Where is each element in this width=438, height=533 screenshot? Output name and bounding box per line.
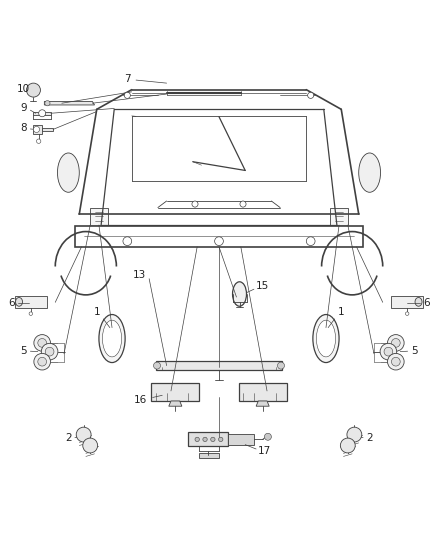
Polygon shape <box>256 401 269 406</box>
Ellipse shape <box>15 297 22 306</box>
Bar <box>228 434 254 445</box>
Text: 7: 7 <box>124 74 131 84</box>
Bar <box>188 432 228 446</box>
Circle shape <box>39 110 46 117</box>
Polygon shape <box>33 111 51 115</box>
Text: 5: 5 <box>20 346 27 356</box>
Text: 1: 1 <box>93 308 100 317</box>
Circle shape <box>34 353 50 370</box>
Circle shape <box>388 353 404 370</box>
Polygon shape <box>42 128 53 131</box>
Text: 13: 13 <box>133 270 146 280</box>
Circle shape <box>26 83 40 97</box>
Circle shape <box>406 312 409 316</box>
Bar <box>155 361 283 370</box>
Circle shape <box>38 338 46 348</box>
Circle shape <box>219 437 223 441</box>
Circle shape <box>392 357 400 366</box>
Circle shape <box>347 427 362 442</box>
Circle shape <box>36 139 41 143</box>
Bar <box>199 454 219 458</box>
Bar <box>239 383 287 401</box>
Ellipse shape <box>313 314 339 362</box>
Text: 10: 10 <box>17 84 30 94</box>
Text: 2: 2 <box>366 433 373 442</box>
Bar <box>151 383 199 401</box>
Circle shape <box>76 427 91 442</box>
Circle shape <box>38 357 46 366</box>
Ellipse shape <box>359 153 381 192</box>
Ellipse shape <box>102 320 122 357</box>
Circle shape <box>195 437 199 441</box>
Text: 15: 15 <box>256 281 269 291</box>
Circle shape <box>307 92 314 99</box>
Text: 8: 8 <box>20 123 27 133</box>
Text: 2: 2 <box>65 433 72 442</box>
Circle shape <box>306 237 315 246</box>
Circle shape <box>265 433 272 440</box>
Circle shape <box>34 335 50 351</box>
Bar <box>75 226 363 247</box>
Text: 9: 9 <box>20 103 27 114</box>
Polygon shape <box>90 207 108 225</box>
Polygon shape <box>33 125 42 134</box>
Circle shape <box>384 348 393 356</box>
Circle shape <box>29 312 32 316</box>
Circle shape <box>215 237 223 246</box>
Text: 5: 5 <box>411 346 418 356</box>
Circle shape <box>83 438 98 453</box>
Text: 16: 16 <box>134 394 147 405</box>
Circle shape <box>278 362 285 369</box>
Polygon shape <box>169 401 182 406</box>
Bar <box>391 296 424 308</box>
Circle shape <box>392 338 400 348</box>
Bar <box>14 296 47 308</box>
Circle shape <box>388 335 404 351</box>
Circle shape <box>211 437 215 441</box>
Polygon shape <box>44 101 95 105</box>
Ellipse shape <box>316 320 336 357</box>
Circle shape <box>41 343 58 360</box>
Text: 6: 6 <box>423 298 430 308</box>
Text: 1: 1 <box>338 308 345 317</box>
Circle shape <box>153 362 160 369</box>
Circle shape <box>45 348 54 356</box>
Ellipse shape <box>415 297 422 306</box>
Circle shape <box>203 437 207 441</box>
Circle shape <box>192 201 198 207</box>
Ellipse shape <box>57 153 79 192</box>
Circle shape <box>33 126 39 133</box>
Circle shape <box>380 343 397 360</box>
Text: 17: 17 <box>258 446 272 456</box>
Circle shape <box>340 438 355 453</box>
Text: 6: 6 <box>8 298 15 308</box>
Ellipse shape <box>99 314 125 362</box>
Ellipse shape <box>233 282 247 306</box>
Polygon shape <box>330 207 348 225</box>
Circle shape <box>45 101 50 106</box>
Circle shape <box>240 201 246 207</box>
Circle shape <box>124 92 131 99</box>
Circle shape <box>123 237 132 246</box>
